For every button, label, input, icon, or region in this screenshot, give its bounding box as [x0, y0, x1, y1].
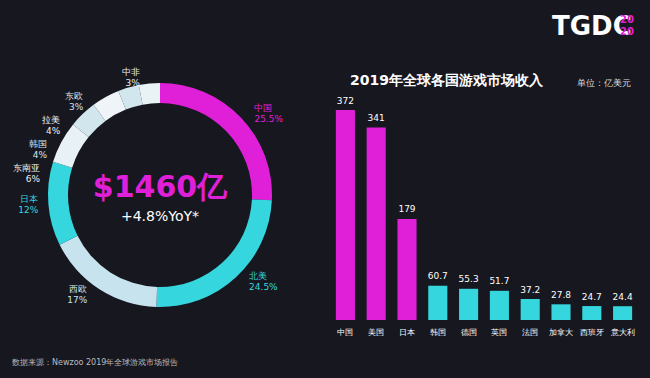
svg-text:加拿大: 加拿大 — [549, 328, 573, 337]
svg-text:TGDC: TGDC — [552, 11, 632, 41]
svg-text:25.5%: 25.5% — [254, 114, 283, 124]
svg-text:北美: 北美 — [249, 271, 267, 281]
svg-text:3%: 3% — [126, 78, 141, 88]
svg-text:$1460亿: $1460亿 — [93, 169, 228, 204]
svg-text:12%: 12% — [18, 205, 38, 215]
svg-text:55.3: 55.3 — [459, 274, 479, 284]
svg-text:意大利: 意大利 — [610, 328, 635, 337]
svg-text:341: 341 — [368, 113, 385, 123]
svg-text:美国: 美国 — [368, 328, 384, 337]
svg-text:韩国: 韩国 — [430, 328, 446, 337]
svg-text:24.7: 24.7 — [582, 292, 602, 302]
svg-text:4%: 4% — [46, 126, 61, 136]
svg-text:德国: 德国 — [461, 328, 477, 337]
svg-text:60.7: 60.7 — [428, 271, 448, 281]
svg-text:西欧: 西欧 — [69, 284, 87, 294]
svg-text:中国: 中国 — [337, 328, 353, 337]
svg-text:拉美: 拉美 — [42, 115, 60, 125]
svg-text:西班牙: 西班牙 — [580, 328, 604, 337]
svg-text:17%: 17% — [67, 295, 87, 305]
svg-text:日本: 日本 — [20, 194, 38, 204]
svg-text:20: 20 — [620, 26, 634, 37]
svg-text:372: 372 — [337, 96, 354, 106]
svg-text:数据来源：Newzoo 2019年全球游戏市场报告: 数据来源：Newzoo 2019年全球游戏市场报告 — [12, 358, 178, 367]
svg-text:法国: 法国 — [522, 328, 538, 337]
svg-text:4%: 4% — [33, 150, 48, 160]
svg-text:51.7: 51.7 — [489, 276, 509, 286]
svg-text:24.5%: 24.5% — [249, 282, 278, 292]
svg-text:20: 20 — [620, 14, 634, 25]
svg-text:179: 179 — [398, 204, 415, 214]
svg-text:3%: 3% — [69, 102, 84, 112]
svg-text:单位：亿美元: 单位：亿美元 — [577, 78, 631, 88]
svg-text:英国: 英国 — [491, 328, 507, 337]
svg-text:中非: 中非 — [122, 67, 140, 77]
svg-text:37.2: 37.2 — [520, 285, 540, 295]
svg-text:+4.8%YoY*: +4.8%YoY* — [121, 208, 199, 224]
svg-text:中国: 中国 — [254, 103, 272, 113]
svg-text:韩国: 韩国 — [29, 139, 47, 149]
svg-text:东欧: 东欧 — [65, 91, 83, 101]
svg-text:东南亚: 东南亚 — [13, 163, 40, 173]
svg-text:6%: 6% — [26, 174, 41, 184]
svg-text:24.4: 24.4 — [613, 292, 633, 302]
svg-text:2019年全球各国游戏市场收入: 2019年全球各国游戏市场收入 — [350, 72, 544, 88]
svg-text:27.8: 27.8 — [551, 290, 571, 300]
svg-text:日本: 日本 — [399, 328, 415, 337]
